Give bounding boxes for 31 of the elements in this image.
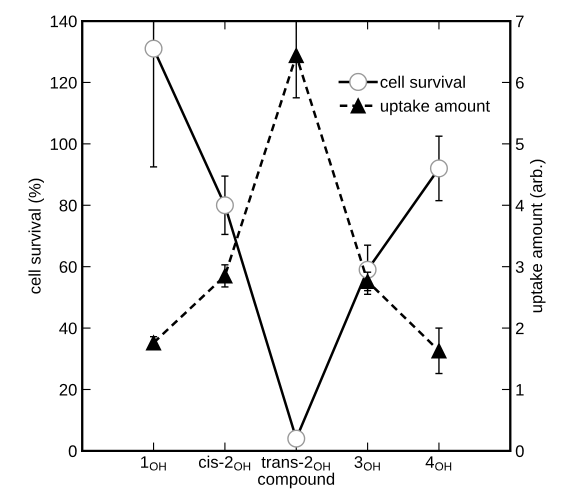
y-tick-label: 120 xyxy=(50,76,77,89)
y-tick-label: 80 xyxy=(60,200,77,212)
x-tick-label: 1$_{OH}$ xyxy=(141,456,166,471)
y2-tick-label: 5 xyxy=(516,138,524,150)
y2-tick-label: 2 xyxy=(516,322,524,334)
legend-label: uptake amount xyxy=(380,100,490,116)
point xyxy=(431,343,447,358)
y-tick-label: 60 xyxy=(60,261,77,273)
y2-tick-label: 1 xyxy=(516,384,524,396)
x-tick-label: trans-2$_{OH}$ xyxy=(262,456,330,471)
y-tick-label: 20 xyxy=(60,384,77,396)
y2-tick-label: 3 xyxy=(516,261,524,273)
y-tick-label: 100 xyxy=(50,138,77,150)
y2-tick-label: 6 xyxy=(516,76,524,89)
point xyxy=(146,335,162,350)
legend-label: cell survival xyxy=(380,76,465,88)
x-axis-title: compound xyxy=(258,472,334,488)
point xyxy=(360,274,376,290)
x-tick-label: 3$_{OH}$ xyxy=(354,456,380,471)
y-axis-title: cell survival (%) xyxy=(28,178,44,294)
x-tick-label: 4$_{OH}$ xyxy=(426,456,452,471)
y2-tick-label: 7 xyxy=(516,16,524,28)
x-tick-label: cis-2$_{OH}$ xyxy=(198,456,250,471)
y-tick-label: 40 xyxy=(59,322,77,334)
point xyxy=(288,48,304,64)
y2-tick-label: 0 xyxy=(516,445,524,458)
y2-axis-title: uptake amount (arb.) xyxy=(530,160,546,312)
y-tick-label: 0 xyxy=(68,445,77,458)
point xyxy=(217,268,233,284)
y2-tick-label: 4 xyxy=(516,200,524,212)
y-tick-label: 140 xyxy=(50,15,77,28)
